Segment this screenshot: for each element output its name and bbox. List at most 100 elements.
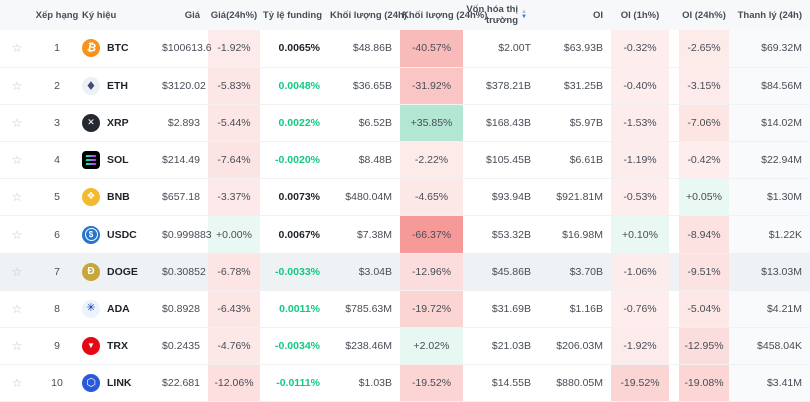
mcap-cell: $31.69B (463, 290, 539, 329)
volchg-cell: +2.02% (400, 327, 463, 366)
table-row[interactable]: ☆ 4 SOL $214.49 -7.64% -0.0020% $8.48B -2.22% $1… (0, 141, 810, 180)
symbol-label: DOGE (107, 265, 138, 278)
table-row[interactable]: ☆ 6 $ USDC $0.999883 +0.00% 0.0067% $7.38M -66.3… (0, 215, 810, 254)
col-header-spacer (0, 0, 34, 30)
price-cell: $3120.02 (162, 67, 208, 105)
liquidation-cell: $14.02M (729, 104, 810, 143)
symbol-label: LINK (107, 377, 132, 390)
rank-cell: 1 (34, 30, 80, 68)
table-row[interactable]: ☆ 10 ⬡ LINK $22.681 -12.06% -0.0111% $1.03B -19.… (0, 364, 810, 402)
coin-glyph: ⬡ (86, 376, 96, 389)
mcap-cell: $2.00T (463, 30, 539, 68)
symbol-cell: Ð DOGE (80, 253, 162, 291)
vol-cell: $36.65B (330, 67, 400, 105)
table-row[interactable]: ☆ 3 ✕ XRP $2.893 -5.44% 0.0022% $6.52B +35.85% $1… (0, 104, 810, 143)
oi24h-cell: -12.95% (679, 327, 729, 366)
oi-cell: $63.93B (539, 30, 611, 68)
price-cell: $657.18 (162, 178, 208, 217)
mcap-cell: $21.03B (463, 327, 539, 366)
volchg-cell: -19.72% (400, 290, 463, 329)
table-row[interactable]: ☆ 7 Ð DOGE $0.30852 -6.78% -0.0033% $3.04B -12.9… (0, 253, 810, 291)
spacer-cell (669, 141, 679, 180)
market-cap-header-label: Vốn hóa thị trường (466, 3, 519, 26)
symbol-label: BTC (107, 42, 129, 55)
col-header-oi1h[interactable]: OI (1h%) (611, 0, 669, 30)
trx-coin-icon: ▼ (82, 337, 100, 356)
volchg-cell: -4.65% (400, 178, 463, 217)
mcap-cell: $168.43B (463, 104, 539, 143)
col-header-sym[interactable]: Ký hiệu (80, 0, 162, 30)
oi-cell: $921.81M (539, 178, 611, 217)
col-header-rank[interactable]: Xếp hạng (34, 0, 80, 30)
col-header-liq[interactable]: Thanh lý (24h) (729, 0, 810, 30)
liquidation-cell: $22.94M (729, 141, 810, 180)
table-row[interactable]: ☆ 8 ✳ ADA $0.8928 -6.43% 0.0011% $785.63M -19.72… (0, 290, 810, 329)
table-row[interactable]: ☆ 9 ▼ TRX $0.2435 -4.76% -0.0034% $238.46M +2.02… (0, 327, 810, 366)
liquidation-cell: $1.30M (729, 178, 810, 217)
sort-icon[interactable]: ▲ ▼ (521, 9, 527, 20)
usdc-coin-icon: $ (82, 225, 100, 244)
favorite-star-icon[interactable]: ☆ (11, 227, 23, 242)
coin-glyph: ◆ (87, 78, 95, 92)
favorite-star-icon[interactable]: ☆ (11, 153, 23, 168)
table-row[interactable]: ☆ 2 ◆ ETH $3120.02 -5.83% 0.0048% $36.65B -31.92… (0, 67, 810, 105)
funding-rate-cell: 0.0065% (260, 30, 330, 68)
favorite-star-icon[interactable]: ☆ (11, 339, 23, 354)
favorite-star-icon[interactable]: ☆ (11, 78, 23, 93)
col-header-mcap[interactable]: Vốn hóa thị trường ▲ ▼ (463, 0, 539, 30)
col-header-funding[interactable]: Tỷ lệ funding (260, 0, 330, 30)
vol-cell: $3.04B (330, 253, 400, 291)
col-header-vol[interactable]: Khối lượng (24h) (330, 0, 407, 30)
symbol-cell: SOL (80, 141, 162, 180)
doge-coin-icon: Ð (82, 262, 100, 281)
oi-cell: $880.05M (539, 364, 611, 402)
rank-cell: 2 (34, 67, 80, 105)
oi-cell: $1.16B (539, 290, 611, 329)
oi24h-cell: -19.08% (679, 364, 729, 402)
chg24-cell: -12.06% (208, 364, 260, 402)
bnb-coin-icon: ❖ (82, 188, 100, 207)
chg24-cell: -6.78% (208, 253, 260, 291)
price-cell: $0.999883 (162, 215, 212, 254)
favorite-cell: ☆ (0, 215, 34, 254)
oi1h-cell: -0.32% (611, 30, 669, 68)
col-header-oi[interactable]: OI (539, 0, 611, 30)
price-cell: $0.8928 (162, 290, 208, 329)
xrp-coin-icon: ✕ (82, 113, 100, 132)
favorite-star-icon[interactable]: ☆ (11, 376, 23, 391)
favorite-star-icon[interactable]: ☆ (11, 41, 23, 56)
chg24-cell: -1.92% (208, 30, 260, 68)
oi1h-cell: -0.53% (611, 178, 669, 217)
table-body: ☆ 1 ₿ BTC $100613.6 -1.92% 0.0065% $48.86B -40.5… (0, 30, 810, 402)
volchg-cell: -2.22% (400, 141, 463, 180)
oi24h-cell: -9.51% (679, 253, 729, 291)
price-cell: $214.49 (162, 141, 208, 180)
oi1h-cell: +0.10% (611, 215, 669, 254)
funding-rate-cell: -0.0111% (260, 364, 330, 402)
spacer-cell (669, 30, 679, 68)
favorite-star-icon[interactable]: ☆ (11, 264, 23, 279)
volchg-cell: -12.96% (400, 253, 463, 291)
oi24h-cell: -5.04% (679, 290, 729, 329)
col-header-oi24h[interactable]: OI (24h%) (679, 0, 729, 30)
col-header-price[interactable]: Giá (162, 0, 208, 30)
favorite-star-icon[interactable]: ☆ (11, 301, 23, 316)
oi1h-cell: -0.40% (611, 67, 669, 105)
oi1h-cell: -1.53% (611, 104, 669, 143)
table-row[interactable]: ☆ 5 ❖ BNB $657.18 -3.37% 0.0073% $480.04M -4.65%… (0, 178, 810, 217)
volchg-cell: -19.52% (400, 364, 463, 402)
table-row[interactable]: ☆ 1 ₿ BTC $100613.6 -1.92% 0.0065% $48.86B -40.5… (0, 30, 810, 68)
favorite-star-icon[interactable]: ☆ (11, 190, 23, 205)
spacer-cell (669, 290, 679, 329)
sol-coin-icon (82, 151, 100, 170)
favorite-star-icon[interactable]: ☆ (11, 115, 23, 130)
favorite-cell: ☆ (0, 141, 34, 180)
col-header-volchg[interactable]: Khối lượng (24h%) (400, 0, 487, 30)
funding-rate-cell: 0.0067% (260, 215, 330, 254)
funding-rate-cell: 0.0011% (260, 290, 330, 329)
volchg-cell: -40.57% (400, 30, 463, 68)
symbol-cell: ₿ BTC (80, 30, 162, 68)
col-header-chg24[interactable]: Giá(24h%) (208, 0, 260, 30)
